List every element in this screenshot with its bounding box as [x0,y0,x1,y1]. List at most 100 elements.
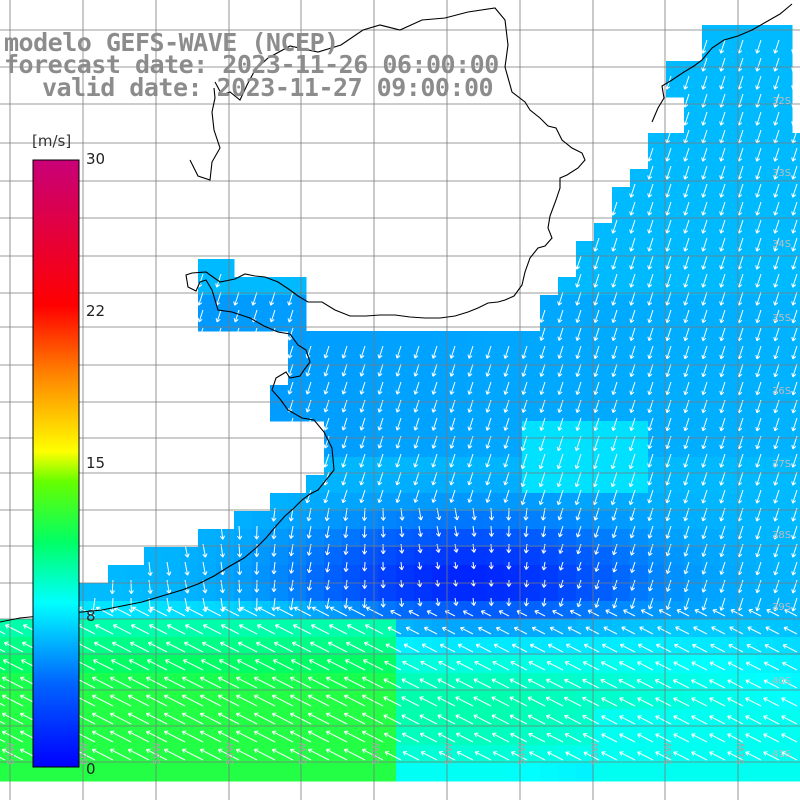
wind-arrow [557,345,564,359]
wind-arrow [4,624,24,635]
field-cell [558,763,577,782]
wind-arrow [147,597,153,613]
wind-arrow [94,624,114,635]
field-cell [486,727,505,746]
field-cell [396,619,415,638]
wind-arrow [453,525,459,537]
field-cell [198,619,217,638]
field-cell [522,619,541,638]
wind-arrow [470,561,477,570]
field-cell [414,511,433,530]
colorbar-tick-15: 15 [86,454,106,472]
wind-arrow [488,597,494,607]
field-cell [144,565,163,584]
field-cell [306,367,325,386]
field-cell [630,259,649,278]
wind-arrow [435,543,441,553]
wind-arrow [184,579,190,594]
field-cell [504,655,523,674]
field-cell [594,349,613,368]
field-cell [540,295,559,314]
wind-arrow [593,525,600,538]
wind-arrow [413,363,420,377]
field-cell [702,133,721,152]
field-cell [792,709,800,728]
field-cell [540,511,559,530]
wind-arrow [610,435,618,452]
wind-arrow [683,453,690,468]
field-cell [774,331,793,350]
wind-arrow [755,39,762,54]
field-cell [756,511,775,530]
field-cell [702,367,721,386]
field-cell [756,367,775,386]
wind-arrow [647,579,654,592]
field-cell [468,745,487,764]
wind-arrow [377,381,384,395]
wind-arrow [359,489,366,504]
field-cell [738,61,757,80]
field-cell [108,619,127,638]
wind-arrow [254,579,260,593]
field-cell [684,349,703,368]
field-cell [774,583,793,602]
wind-arrow [765,626,780,635]
field-cell [648,457,667,476]
field-cell [684,277,703,296]
field-cell [756,619,775,638]
field-cell [612,673,631,692]
field-cell [648,403,667,422]
field-cell [774,601,793,620]
field-cell [738,529,757,548]
field-cell [738,79,757,98]
wind-arrow [791,57,798,72]
wind-arrow [683,309,690,324]
field-cell [288,403,307,422]
field-cell [90,619,109,638]
wind-arrow [3,641,24,653]
field-cell [756,493,775,512]
wind-arrow [611,219,618,234]
field-cell [288,565,307,584]
field-cell [450,403,469,422]
field-cell [396,565,415,584]
wind-arrow [574,471,582,488]
field-cell [504,349,523,368]
wind-arrow [647,309,654,324]
field-cell [792,475,800,494]
field-cell [702,205,721,224]
wind-arrow [719,201,726,216]
wind-arrow [239,606,258,617]
field-cell [522,727,541,746]
wind-arrow [612,579,618,591]
wind-arrow [130,624,150,635]
field-cell [738,331,757,350]
wind-arrow [203,606,222,617]
wind-arrow [467,453,474,468]
wind-arrow [773,39,780,54]
wind-arrow [305,489,312,504]
field-cell [666,763,685,782]
wind-arrow [541,579,547,588]
wind-arrow [623,609,636,617]
wind-arrow [773,525,780,540]
colorbar-tick-30: 30 [86,150,106,168]
field-cell [792,187,800,206]
field-cell [432,421,451,440]
field-cell [558,691,577,710]
wind-arrow [523,561,530,570]
field-cell [378,727,397,746]
field-cell [684,223,703,242]
wind-arrow [665,255,672,270]
field-cell [486,583,505,602]
field-cell [486,349,505,368]
field-cell [468,709,487,728]
wind-arrow [183,641,204,653]
field-cell [738,349,757,368]
field-cell [18,619,37,638]
field-cell [774,529,793,548]
wind-arrow [185,606,204,617]
field-cell [774,385,793,404]
wind-arrow [292,624,312,635]
field-cell [702,547,721,566]
